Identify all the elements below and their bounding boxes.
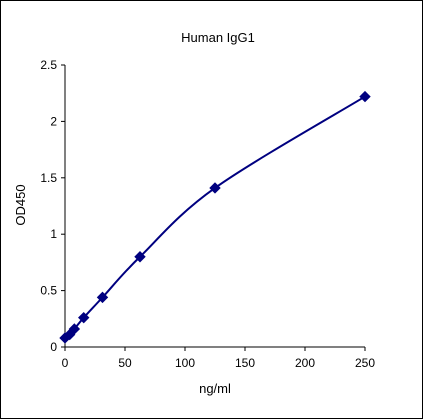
- x-tick-label: 50: [118, 356, 132, 370]
- y-tick-label: 1: [50, 227, 57, 241]
- data-point-diamond: [209, 182, 221, 194]
- x-axis-label: ng/ml: [199, 381, 231, 396]
- chart-title: Human IgG1: [181, 30, 255, 45]
- x-tick-label: 200: [295, 356, 315, 370]
- y-tick-label: 0: [50, 340, 57, 354]
- data-point-diamond: [78, 311, 90, 324]
- fit-curve: [64, 95, 366, 339]
- marker-layer: [59, 90, 371, 344]
- y-tick-label: 2: [50, 114, 57, 128]
- data-point-diamond: [359, 90, 371, 103]
- x-tick-label: 250: [355, 356, 375, 370]
- data-point-diamond: [68, 323, 81, 335]
- y-tick-label: 2.5: [40, 58, 57, 72]
- y-axis-label: OD450: [13, 184, 28, 225]
- y-tick-label: 1.5: [40, 171, 57, 185]
- y-tick-label: 0.5: [40, 284, 57, 298]
- x-tick-label: 0: [62, 356, 69, 370]
- axes: 0 0.5 1 1.5 2 2.5 0 50 100 150 200 250: [40, 58, 375, 370]
- x-tick-label: 100: [175, 356, 195, 370]
- data-point-diamond: [134, 251, 146, 263]
- data-point-diamond: [96, 291, 109, 304]
- fit-curve-layer: [64, 95, 366, 339]
- x-tick-label: 150: [235, 356, 255, 370]
